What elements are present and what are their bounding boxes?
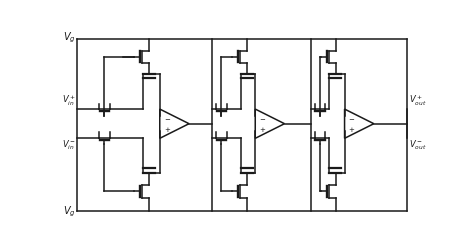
Text: $+$: $+$ [259,125,266,134]
Text: $-$: $-$ [348,115,356,121]
Text: $V_{in}^-$: $V_{in}^-$ [62,138,76,152]
Text: $+$: $+$ [164,125,171,134]
Text: $V_{out}^-$: $V_{out}^-$ [409,138,427,152]
Text: $+$: $+$ [348,125,356,134]
Text: $-$: $-$ [259,115,266,121]
Text: $V_g$: $V_g$ [63,204,76,219]
Text: $V_{in}^+$: $V_{in}^+$ [62,94,76,108]
Text: $V_{out}^+$: $V_{out}^+$ [409,94,427,108]
Text: $-$: $-$ [164,115,171,121]
Text: $V_g$: $V_g$ [63,31,76,45]
